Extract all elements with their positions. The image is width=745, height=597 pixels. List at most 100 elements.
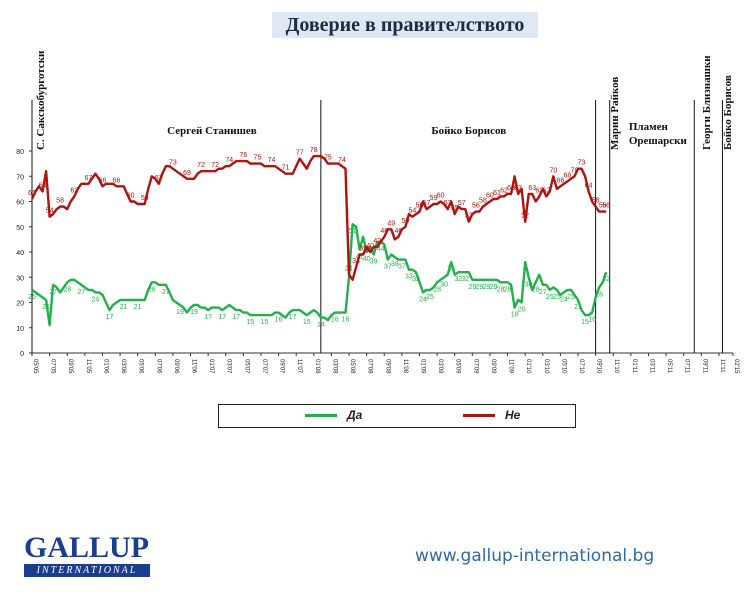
period-label: Георги Близнашки [701, 55, 713, 150]
x-tick-label: 05'05 [32, 359, 38, 374]
data-label-no: 56 [599, 203, 607, 210]
data-label-no: 60 [127, 193, 135, 200]
x-tick-label: 07'05 [50, 359, 56, 374]
data-label-no: 58 [56, 198, 64, 205]
data-label-no: 58 [592, 198, 600, 205]
data-label-no: 57 [423, 200, 431, 207]
data-label-yes: 14 [317, 322, 325, 329]
data-label-yes: 32 [412, 276, 420, 283]
data-label-yes: 28 [148, 286, 156, 293]
data-label-no: 72 [211, 162, 219, 169]
data-label-yes: 25 [567, 294, 575, 301]
x-tick-label: 03'06 [120, 359, 126, 374]
data-label-yes: 24 [560, 296, 568, 303]
data-label-no: 76 [239, 152, 247, 159]
data-label-yes: 28 [504, 286, 512, 293]
data-label-yes: 21 [574, 304, 582, 311]
data-label-no: 56 [416, 203, 424, 210]
data-label-no: 61 [493, 190, 501, 197]
y-tick-label: 0 [20, 351, 24, 358]
x-tick-label: 01'09 [419, 359, 425, 374]
data-label-no: 72 [197, 162, 205, 169]
data-label-yes: 16 [342, 317, 350, 324]
x-tick-label: 09'10 [596, 359, 602, 374]
x-tick-label: 11'06 [191, 359, 197, 374]
data-label-no: 62 [70, 187, 78, 194]
y-tick-label: 70 [16, 174, 24, 181]
x-tick-label: 11'09 [508, 359, 514, 374]
x-tick-label: 01'07 [208, 359, 214, 374]
legend-yes-swatch [305, 414, 337, 418]
data-label-yes: 30 [440, 281, 448, 288]
x-tick-label: 07'09 [472, 359, 478, 374]
data-label-yes: 17 [204, 314, 212, 321]
trust-chart: 0 10 20 30 40 50 60 70 80 05'05 07'05 09'05 11'05 01'… [16, 50, 739, 374]
x-tick-label: 05'06 [138, 359, 144, 374]
data-label-yes: 16 [588, 317, 596, 324]
legend-yes-label: Да [347, 408, 363, 422]
period-label: С. Сакскобурготски [35, 50, 47, 150]
legend-yes: Да [305, 408, 362, 422]
gallup-logo: GALLUP INTERNATIONAL [24, 533, 150, 579]
x-tick-label: 09'07 [279, 359, 285, 374]
data-label-yes: 16 [331, 317, 339, 324]
data-label-yes: 25 [546, 294, 554, 301]
x-tick-label: 07'11 [684, 359, 690, 374]
data-label-no: 73 [169, 160, 177, 167]
x-tick-label: 07'07 [261, 359, 267, 374]
x-tick-label: 11'10 [613, 359, 619, 374]
data-label-no: 63 [528, 185, 536, 192]
data-label-yes: 19 [176, 309, 184, 316]
data-label-no: 63 [507, 185, 515, 192]
data-label-no: 75 [254, 155, 262, 162]
data-label-no: 60 [486, 193, 494, 200]
data-label-no: 62 [500, 187, 508, 194]
data-label-no: 66 [113, 177, 121, 184]
x-tick-label: 03'07 [226, 359, 232, 374]
y-tick-label: 50 [16, 225, 24, 232]
data-label-no: 61 [28, 190, 36, 197]
data-label-no: 68 [564, 172, 572, 179]
data-label-yes: 25 [426, 294, 434, 301]
data-label-yes: 15 [261, 319, 269, 326]
data-label-yes: 29 [490, 284, 498, 291]
data-label-no: 71 [282, 165, 290, 172]
data-label-no: 62 [535, 187, 543, 194]
data-label-yes: 27 [77, 289, 85, 296]
data-label-no: 54 [46, 208, 54, 215]
data-label-no: 56 [602, 203, 610, 210]
data-label-no: 40 [366, 243, 374, 250]
data-label-yes: 28 [433, 286, 441, 293]
data-label-no: 69 [183, 170, 191, 177]
y-tick-label: 30 [16, 275, 24, 282]
data-label-yes: 16 [275, 317, 283, 324]
legend-no-swatch [463, 414, 495, 418]
data-label-yes: 27 [539, 289, 547, 296]
data-label-no: 34 [352, 258, 360, 265]
data-label-no: 31 [345, 266, 353, 273]
data-label-no: 64 [39, 182, 47, 189]
x-tick-label: 03'09 [437, 359, 443, 374]
series-line-yes [31, 223, 608, 327]
data-label-no: 66 [556, 177, 564, 184]
x-tick-label: 11'08 [402, 359, 408, 374]
period-label: Бойко Борисов [431, 125, 506, 137]
data-label-no: 70 [549, 167, 557, 174]
data-label-yes: 51 [349, 228, 357, 235]
data-label-yes: 17 [106, 314, 114, 321]
data-label-yes: 27 [162, 289, 170, 296]
data-label-no: 66 [99, 177, 107, 184]
period-label: Бойко Борисов [722, 75, 734, 150]
data-label-no: 56 [472, 203, 480, 210]
period-label: Марин Райков [609, 77, 621, 150]
x-tick-label: 01'10 [525, 359, 531, 374]
y-tick-label: 40 [16, 250, 24, 257]
x-tick-label: 07'08 [367, 359, 373, 374]
chart-title: Доверие в правителството [272, 12, 538, 38]
data-label-yes: 29 [468, 284, 476, 291]
data-label-yes: 21 [42, 304, 50, 311]
x-tick-label: 09'11 [701, 359, 707, 374]
data-label-no: 63 [514, 185, 522, 192]
data-label-no: 46 [380, 228, 388, 235]
data-label-no: 74 [225, 157, 233, 164]
